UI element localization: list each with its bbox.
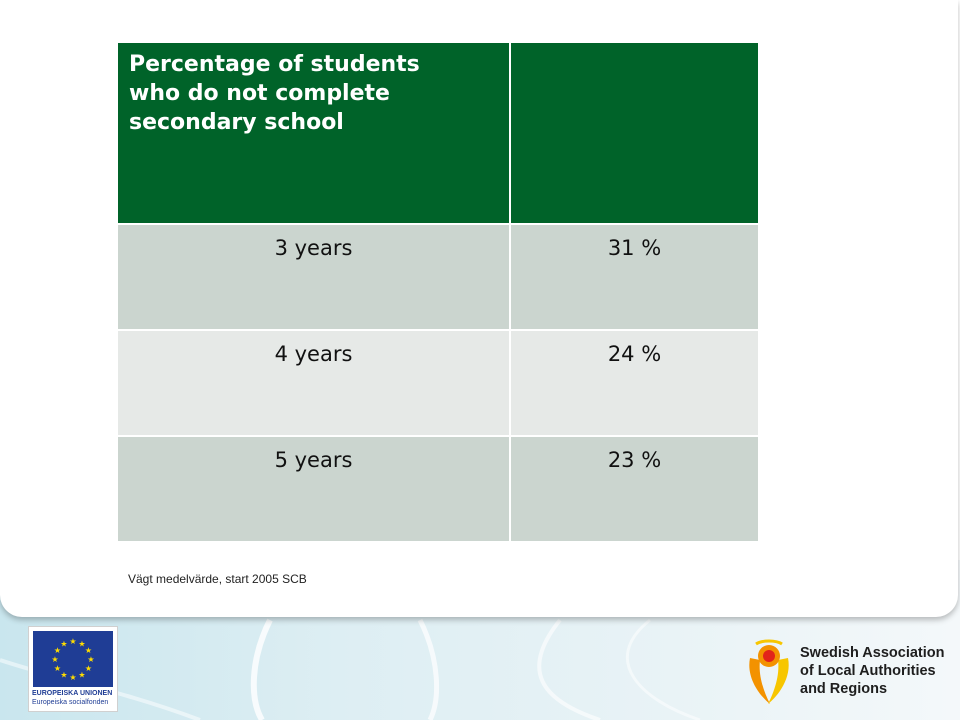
data-table: Percentage of students who do not comple… [116,41,760,543]
svg-text:★: ★ [78,671,85,680]
svg-text:★: ★ [78,640,85,649]
table-row: 3 years 31 % [116,223,760,331]
table-title: Percentage of students who do not comple… [129,52,420,135]
row-value-cell: 31 % [509,223,760,331]
organization-logo: Swedish Association of Local Authorities… [742,638,952,708]
table-row: 4 years 24 % [116,329,760,437]
row-value-cell: 23 % [509,435,760,543]
svg-text:★: ★ [69,637,76,646]
eu-flag-icon: ★ ★ ★ ★ ★ ★ ★ ★ ★ ★ ★ ★ [33,631,113,687]
svg-text:★: ★ [69,673,76,682]
table-header-row: Percentage of students who do not comple… [116,41,760,225]
organization-name-line: of Local Authorities [800,663,936,679]
row-value: 31 % [607,236,662,260]
eu-line1: EUROPEISKA UNIONEN [32,690,113,697]
slide-panel: Percentage of students who do not comple… [116,41,760,586]
eu-line2: Europeiska socialfonden [32,699,109,706]
svg-text:★: ★ [51,655,58,664]
row-label-cell: 4 years [116,329,511,437]
organization-name-line: and Regions [800,681,888,697]
row-label: 3 years [274,236,353,260]
svg-text:★: ★ [85,646,92,655]
eu-stars-icon: ★ ★ ★ ★ ★ ★ ★ ★ ★ ★ ★ ★ [51,637,94,682]
eu-logo: ★ ★ ★ ★ ★ ★ ★ ★ ★ ★ ★ ★ EUROPEISKA UNION… [28,626,118,712]
svg-text:★: ★ [54,646,61,655]
row-label: 5 years [274,448,353,472]
svg-text:★: ★ [54,664,61,673]
svg-text:★: ★ [60,640,67,649]
row-value-cell: 24 % [509,329,760,437]
source-note: Vägt medelvärde, start 2005 SCB [128,572,307,586]
table-row: 5 years 23 % [116,435,760,543]
header-cell-value [509,41,760,225]
organization-name-line: Swedish Association [800,645,945,661]
row-label: 4 years [274,342,353,366]
svg-text:★: ★ [60,671,67,680]
skl-figure-icon [749,639,789,704]
svg-text:★: ★ [87,655,94,664]
footer-wave-decoration [0,618,701,720]
header-cell-title: Percentage of students who do not comple… [116,41,511,225]
svg-text:★: ★ [85,664,92,673]
row-label-cell: 5 years [116,435,511,543]
organization-name: Swedish Association of Local Authorities… [800,644,945,698]
row-value: 23 % [607,448,662,472]
row-label-cell: 3 years [116,223,511,331]
row-value: 24 % [607,342,662,366]
